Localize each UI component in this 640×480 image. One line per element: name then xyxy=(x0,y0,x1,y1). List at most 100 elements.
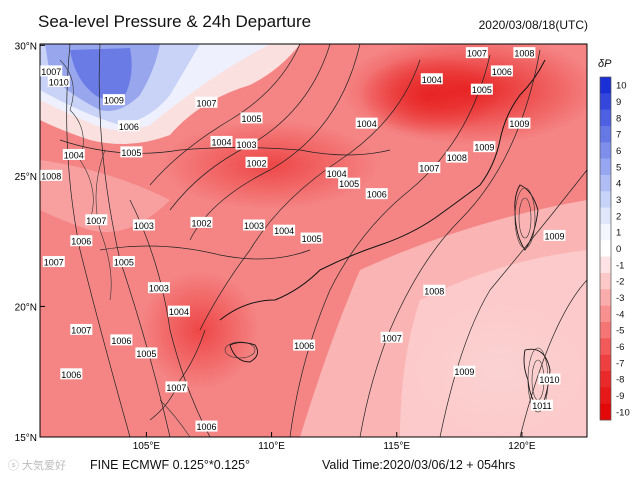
isobar-label: 1006 xyxy=(70,235,93,247)
isobar-label: 1004 xyxy=(273,224,296,236)
colorbar-segment xyxy=(600,322,611,339)
svg-text:1010: 1010 xyxy=(539,375,559,385)
isobar-label: 1004 xyxy=(62,148,85,160)
colorbar-tick-label: -2 xyxy=(616,277,624,288)
svg-text:1007: 1007 xyxy=(196,98,216,108)
svg-text:1004: 1004 xyxy=(169,307,189,317)
isobar-label: 1008 xyxy=(40,169,63,181)
chart-title: Sea-level Pressure & 24h Departure xyxy=(38,12,312,31)
isobar-label: 1007 xyxy=(40,65,63,77)
colorbar-segment xyxy=(600,371,611,388)
svg-text:1005: 1005 xyxy=(136,349,156,359)
lat-label: 25°N xyxy=(15,172,37,183)
svg-text:1005: 1005 xyxy=(302,234,322,244)
isobar-label: 1006 xyxy=(293,339,316,351)
svg-text:1008: 1008 xyxy=(41,171,61,181)
colorbar-tick-label: -5 xyxy=(616,326,624,337)
svg-text:1006: 1006 xyxy=(119,122,139,132)
svg-text:1004: 1004 xyxy=(327,169,347,179)
colorbar-tick-label: 2 xyxy=(616,211,621,222)
svg-text:1003: 1003 xyxy=(237,140,257,150)
colorbar-segment xyxy=(600,289,611,306)
isobar-label: 1007 xyxy=(165,381,188,393)
isobar-label: 1006 xyxy=(117,120,140,132)
colorbar-tick-label: 10 xyxy=(616,81,627,92)
valid-time-label: Valid Time:2020/03/06/12 + 054hrs xyxy=(322,458,516,472)
lat-label: 20°N xyxy=(15,302,37,313)
isobar-label: 1003 xyxy=(147,282,170,294)
isobar-label: 1005 xyxy=(338,177,361,189)
colorbar-segment xyxy=(600,354,611,372)
svg-text:1003: 1003 xyxy=(134,221,154,231)
colorbar-segment xyxy=(600,338,611,355)
colorbar-frame xyxy=(599,76,612,421)
isobar-label: 1005 xyxy=(300,232,323,244)
svg-text:1006: 1006 xyxy=(196,422,216,432)
isobar-label: 1007 xyxy=(380,331,403,343)
colorbar-segment xyxy=(600,175,611,192)
svg-text:1004: 1004 xyxy=(357,119,377,129)
svg-text:1002: 1002 xyxy=(191,218,211,228)
colorbar-tick-label: 9 xyxy=(616,97,621,108)
lon-label: 105°E xyxy=(133,441,161,452)
isobar-label: 1005 xyxy=(470,83,493,95)
colorbar-segment xyxy=(600,224,611,241)
isobar-label: 1008 xyxy=(445,151,468,163)
svg-text:1002: 1002 xyxy=(247,158,267,168)
isobar-label: 1003 xyxy=(235,138,258,150)
colorbar-tick-label: -7 xyxy=(616,358,624,369)
svg-text:1005: 1005 xyxy=(242,114,262,124)
colorbar-tick-label: 6 xyxy=(616,146,621,157)
colorbar-segment xyxy=(600,93,611,110)
isobar-label: 1007 xyxy=(42,256,65,268)
svg-text:1011: 1011 xyxy=(532,401,551,411)
isobar-label: 1005 xyxy=(135,347,158,359)
svg-text:1005: 1005 xyxy=(339,179,359,189)
svg-text:1009: 1009 xyxy=(474,143,494,153)
isobar-label: 1006 xyxy=(60,368,83,380)
svg-text:1008: 1008 xyxy=(424,286,444,296)
svg-text:1008: 1008 xyxy=(447,153,467,163)
svg-text:1006: 1006 xyxy=(492,67,512,77)
colorbar-tick-label: -8 xyxy=(616,375,624,386)
svg-text:1006: 1006 xyxy=(367,190,387,200)
colorbar-tick-label: 7 xyxy=(616,130,621,141)
colorbar-tick-label: -3 xyxy=(616,293,624,304)
isobar-label: 1004 xyxy=(210,135,233,147)
isobar-label: 1006 xyxy=(365,188,388,200)
isobar-label: 1011 xyxy=(530,399,553,411)
colorbar-segment xyxy=(600,387,611,404)
svg-text:1009: 1009 xyxy=(544,231,564,241)
svg-text:1006: 1006 xyxy=(71,237,91,247)
colorbar-tick-label: -4 xyxy=(616,309,624,320)
colorbar-segment xyxy=(600,126,611,143)
isobar-label: 1007 xyxy=(418,162,441,174)
colorbar-segment xyxy=(600,305,611,323)
svg-text:1007: 1007 xyxy=(382,333,402,343)
isobar-label: 1002 xyxy=(190,216,213,228)
colorbar-segment xyxy=(600,240,611,257)
svg-text:1006: 1006 xyxy=(61,370,81,380)
svg-text:1007: 1007 xyxy=(71,325,91,335)
colorbar-segment xyxy=(600,256,611,274)
svg-text:1007: 1007 xyxy=(419,164,439,174)
svg-text:1007: 1007 xyxy=(44,258,64,268)
colorbar-segment xyxy=(600,142,611,159)
isobar-label: 1004 xyxy=(355,117,378,129)
svg-text:1003: 1003 xyxy=(244,221,264,231)
isobar-label: 1009 xyxy=(453,365,476,377)
colorbar-segment xyxy=(600,158,611,176)
isobar-label: 1007 xyxy=(70,323,93,335)
svg-text:1010: 1010 xyxy=(49,77,69,87)
colorbar-tick-label: 3 xyxy=(616,195,621,206)
isobar-label: 1002 xyxy=(245,156,268,168)
colorbar-segment xyxy=(600,109,611,127)
colorbar-tick-label: -9 xyxy=(616,391,624,402)
isobar-label: 1006 xyxy=(110,334,133,346)
colorbar-tick-label: -6 xyxy=(616,342,624,353)
lon-label: 120°E xyxy=(508,441,536,452)
isobar-label: 1010 xyxy=(538,373,561,385)
isobar-label: 1008 xyxy=(513,47,536,59)
isobar-label: 1006 xyxy=(490,65,513,77)
lat-label: 30°N xyxy=(15,41,37,52)
